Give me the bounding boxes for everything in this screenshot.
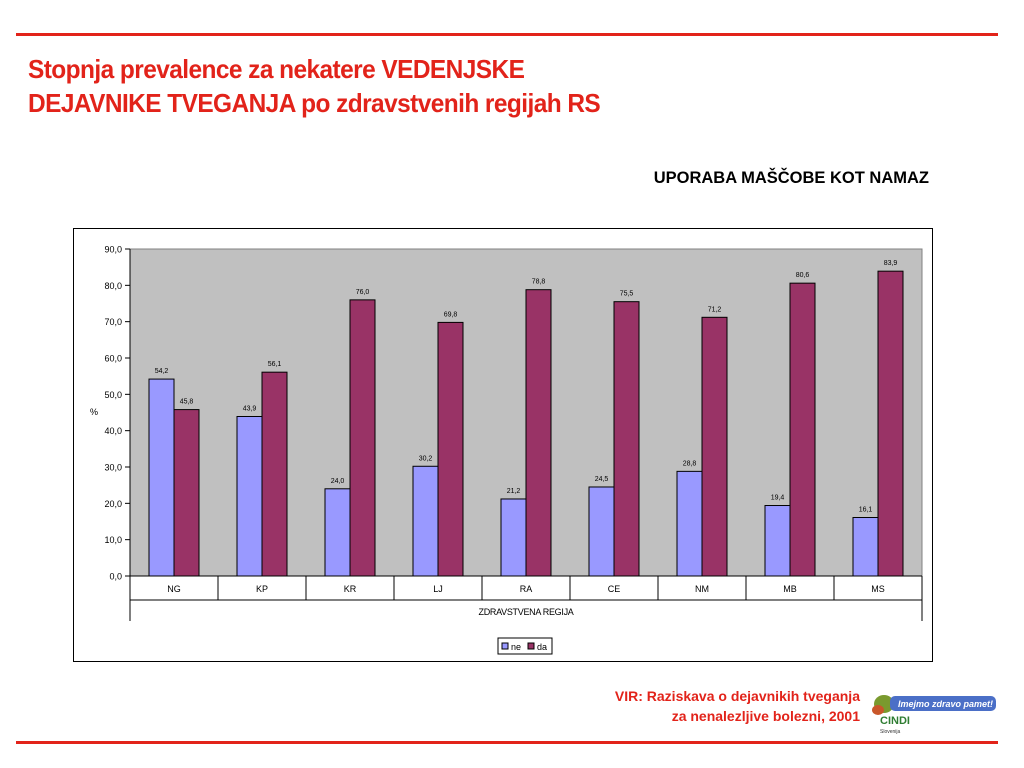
bar-da-ce — [613, 301, 640, 577]
title-line-2: DEJAVNIKE TVEGANJA po zdravstvenih regij… — [28, 88, 601, 118]
bar-ne-kr — [324, 488, 351, 577]
title-line-1: Stopnja prevalence za nekatere VEDENJSKE — [28, 54, 525, 84]
legend-label-ne: ne — [511, 642, 521, 652]
x-category-label: MS — [871, 584, 885, 594]
y-tick-label: 90,0 — [104, 245, 122, 255]
data-label: 76,0 — [356, 289, 370, 296]
page-title: Stopnja prevalence za nekatere VEDENJSKE… — [28, 52, 780, 120]
data-label: 71,2 — [708, 306, 722, 313]
source-note: VIR: Raziskava o dejavnikih tveganja za … — [615, 686, 860, 726]
top-rule — [16, 33, 998, 36]
logo-name: CINDI — [880, 715, 910, 727]
bar-da-ms — [877, 270, 904, 577]
x-category-label: NG — [167, 584, 181, 594]
data-label: 30,2 — [419, 455, 433, 462]
data-label: 28,8 — [683, 460, 697, 467]
data-label: 24,0 — [331, 478, 345, 485]
y-tick-label: 0,0 — [109, 572, 122, 582]
data-label: 45,8 — [180, 399, 194, 406]
data-label: 19,4 — [771, 495, 785, 502]
bar-da-nm — [701, 316, 728, 577]
chart-frame: 0,0 10,0 20,0 30,0 40,0 50,0 60,0 70,0 80,0 90,0%… — [73, 228, 933, 662]
y-axis-label: % — [90, 407, 98, 417]
x-category-label: KR — [344, 584, 357, 594]
y-tick-label: 40,0 — [104, 426, 122, 436]
legend-swatch-ne — [501, 642, 509, 650]
y-tick-label: 80,0 — [104, 281, 122, 291]
data-label: 24,5 — [595, 476, 609, 483]
bar-ne-kp — [236, 415, 263, 577]
bar-da-mb — [789, 282, 816, 577]
chart-subtitle: UPORABA MAŠČOBE KOT NAMAZ — [653, 169, 929, 187]
bar-ne-ng — [148, 378, 175, 577]
logo-country: Slovenija — [880, 729, 901, 735]
y-tick-label: 20,0 — [104, 499, 122, 509]
bar-ne-ce — [588, 486, 615, 577]
data-label: 16,1 — [859, 507, 873, 514]
bar-da-kr — [349, 299, 376, 577]
y-tick-label: 50,0 — [104, 390, 122, 400]
data-label: 21,2 — [507, 488, 521, 495]
bar-da-ng — [173, 409, 200, 577]
y-tick-label: 10,0 — [104, 535, 122, 545]
data-label: 80,6 — [796, 272, 810, 279]
bar-da-ra — [525, 289, 552, 577]
cindi-logo: Imejmo zdravo pamet! CINDI Slovenija — [872, 695, 996, 735]
data-label: 43,9 — [243, 405, 257, 412]
data-label: 56,1 — [268, 361, 282, 368]
legend-label-da: da — [537, 642, 547, 652]
bar-ne-mb — [764, 505, 791, 577]
bar-ne-nm — [676, 470, 703, 577]
source-line-2: za nenalezljive bolezni, 2001 — [671, 708, 860, 724]
legend-swatch-da — [527, 642, 535, 650]
x-category-label: KP — [256, 584, 268, 594]
y-tick-label: 70,0 — [104, 317, 122, 327]
data-label: 75,5 — [620, 291, 634, 298]
data-label: 78,8 — [532, 279, 546, 286]
x-axis-label: ZDRAVSTVENA REGIJA — [479, 607, 574, 617]
logo-slogan: Imejmo zdravo pamet! — [898, 699, 993, 709]
x-category-label: MB — [783, 584, 797, 594]
source-line-1: VIR: Raziskava o dejavnikih tveganja — [614, 688, 860, 704]
bar-ne-ms — [852, 517, 879, 577]
data-label: 54,2 — [155, 368, 169, 375]
data-label: 83,9 — [884, 260, 898, 267]
x-category-label: LJ — [433, 584, 443, 594]
bar-da-kp — [261, 371, 288, 577]
y-tick-label: 60,0 — [104, 354, 122, 364]
bar-da-lj — [437, 321, 464, 577]
bar-chart: 0,0 10,0 20,0 30,0 40,0 50,0 60,0 70,0 80,0 90,0%… — [90, 245, 923, 655]
bar-ne-lj — [412, 465, 439, 577]
x-category-label: NM — [695, 584, 709, 594]
x-category-label: CE — [608, 584, 621, 594]
bottom-rule — [16, 741, 998, 744]
legend-box — [497, 637, 553, 655]
data-label: 69,8 — [444, 311, 458, 318]
bar-ne-ra — [500, 498, 527, 577]
x-category-label: RA — [520, 584, 533, 594]
y-tick-label: 30,0 — [104, 463, 122, 473]
